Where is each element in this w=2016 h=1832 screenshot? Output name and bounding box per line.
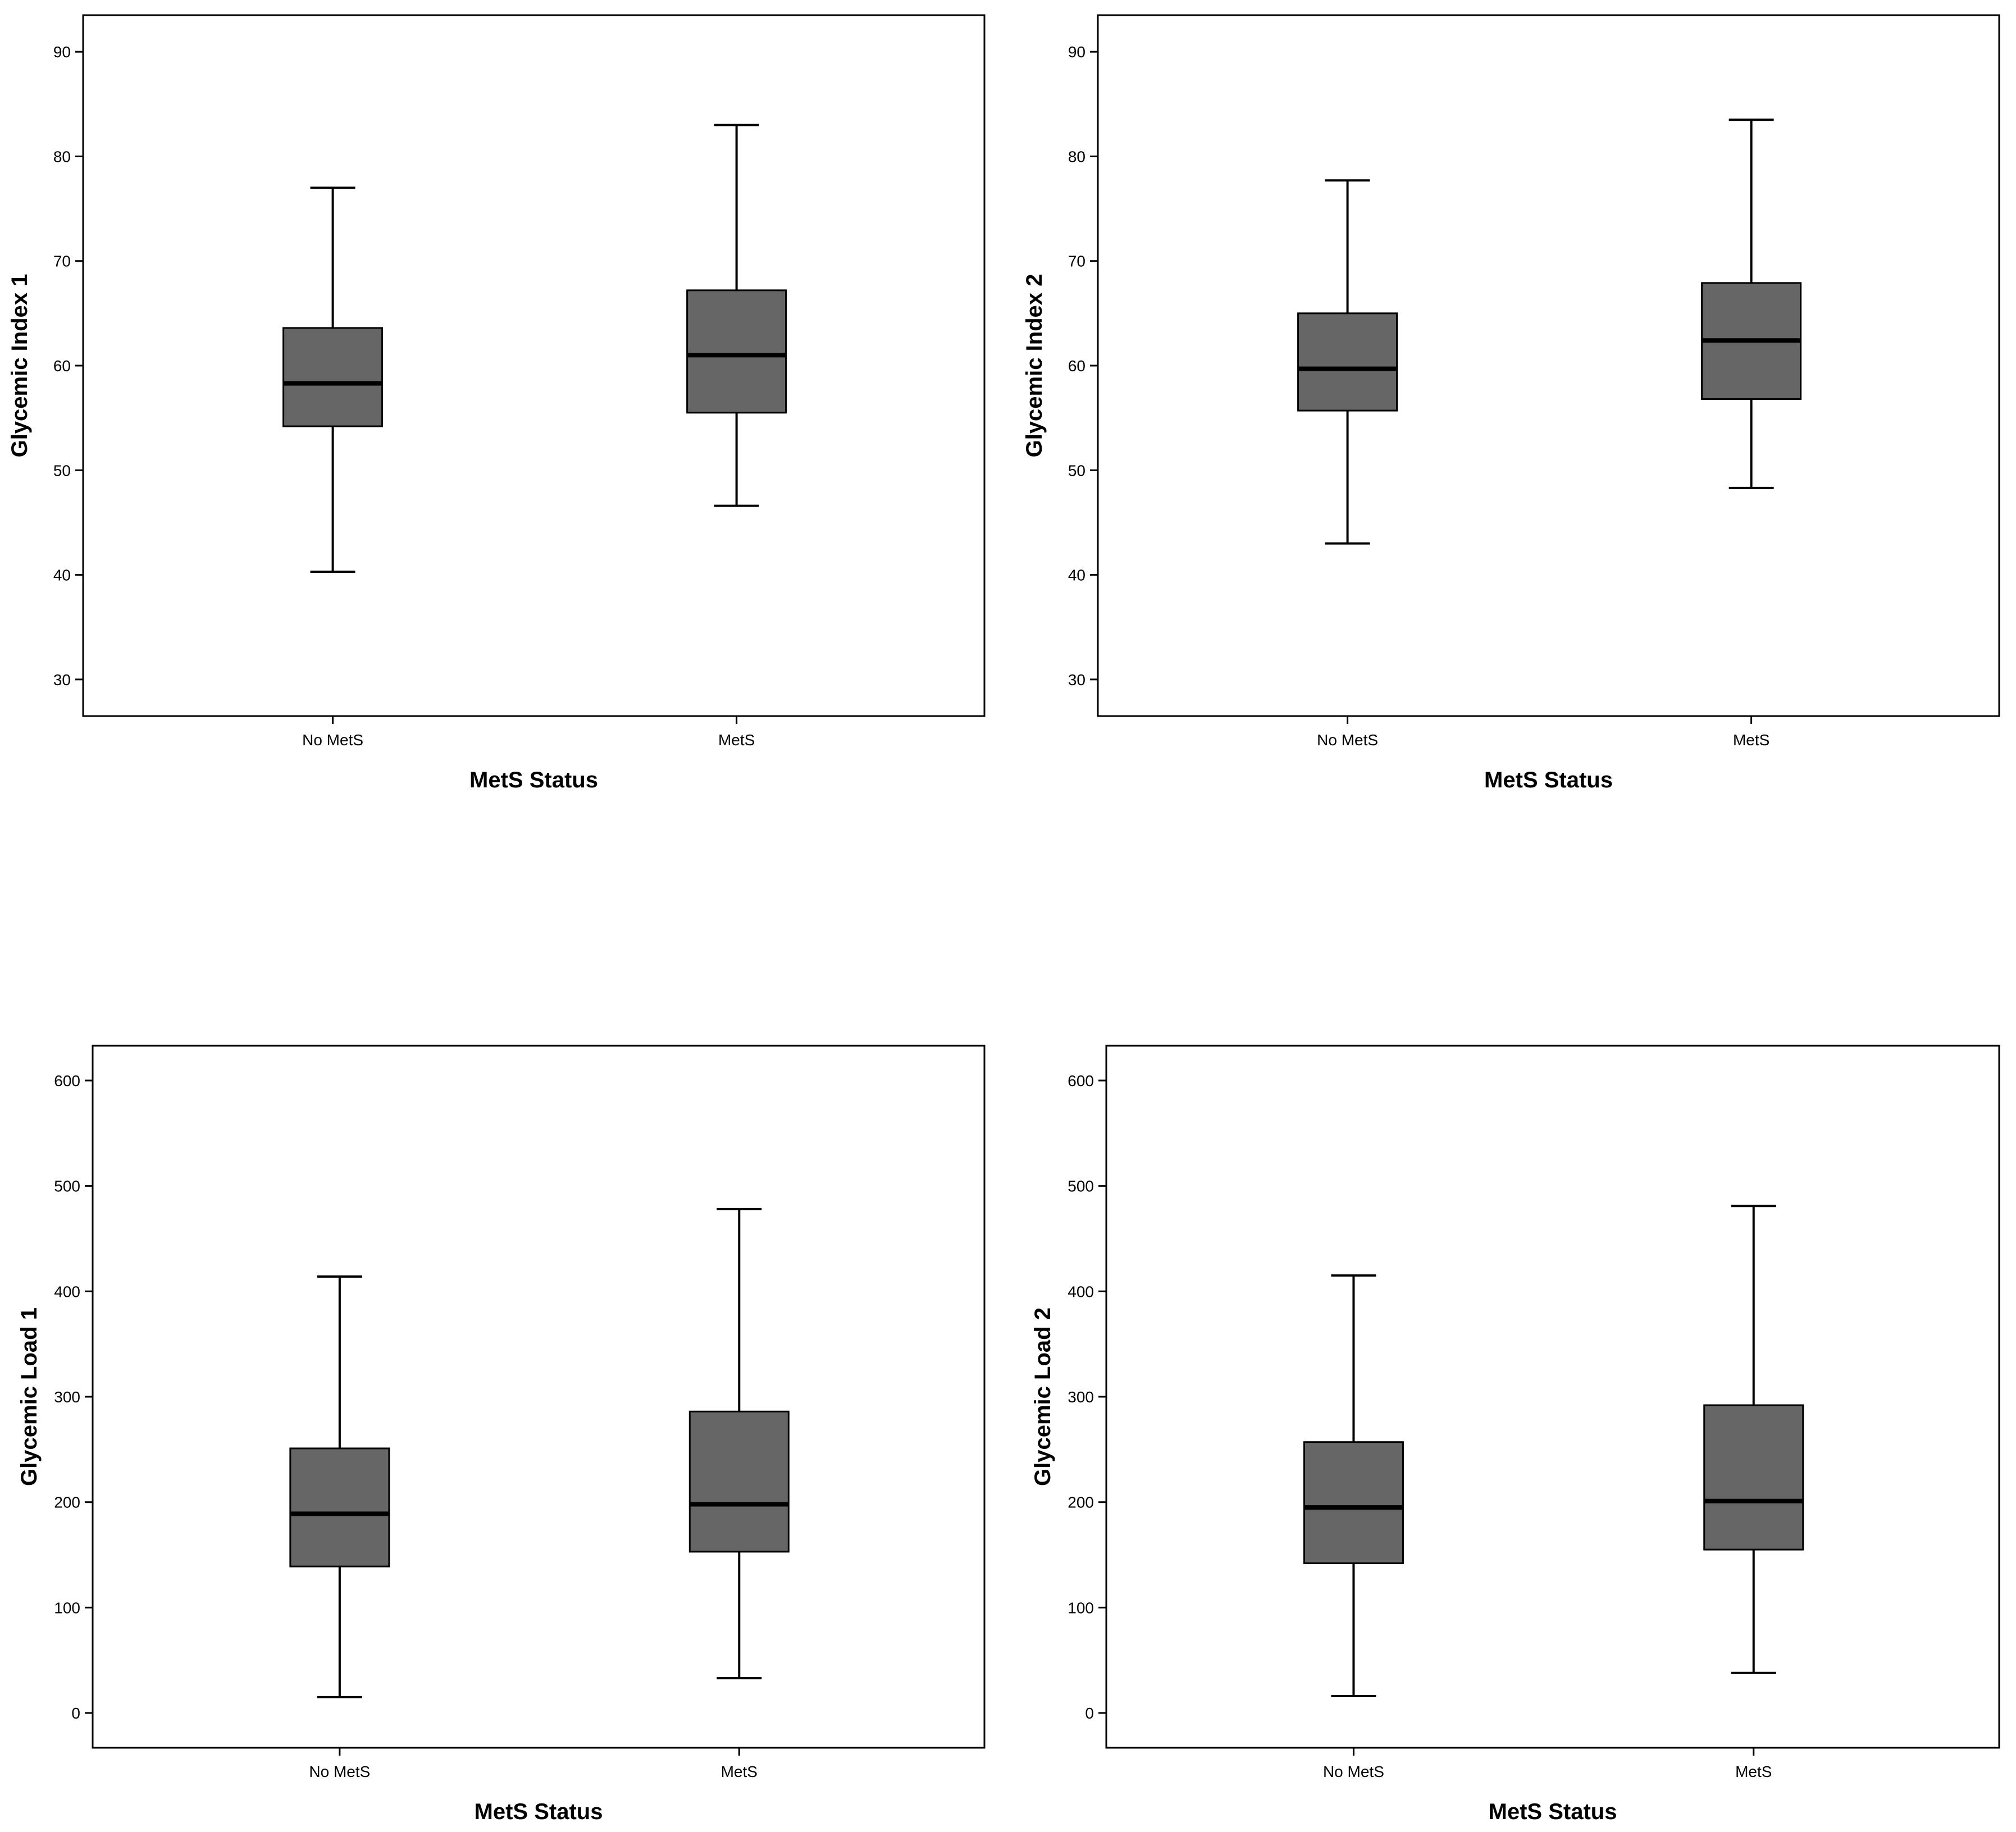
y-tick-label: 100 <box>1068 1599 1094 1616</box>
chart-panel-3: 0 100 200 300 400 500 600 No MetS MetS MetS Statu… <box>17 1045 986 1824</box>
iqr-box <box>686 289 787 414</box>
y-tick-label: 80 <box>1068 148 1085 165</box>
iqr-box <box>1703 1404 1804 1551</box>
y-tick-label: 0 <box>1085 1705 1094 1722</box>
y-axis-title: Glycemic Index 2 <box>1022 274 1047 458</box>
y-tick-label: 600 <box>54 1072 80 1090</box>
y-tick-label: 70 <box>53 253 71 270</box>
y-tick-label: 400 <box>54 1283 80 1300</box>
y-axis-title: Glycemic Load 1 <box>17 1307 42 1486</box>
y-tick-label: 60 <box>1068 357 1085 375</box>
y-tick-label: 200 <box>1068 1494 1094 1511</box>
x-axis-title: MetS Status <box>1484 768 1613 792</box>
iqr-box <box>1303 1441 1404 1565</box>
x-category-label: No MetS <box>1323 1763 1384 1780</box>
x-category-label: MetS <box>721 1763 758 1780</box>
y-tick-label: 50 <box>53 462 71 479</box>
y-tick-label: 0 <box>71 1705 80 1722</box>
y-tick-label: 500 <box>54 1178 80 1195</box>
y-tick-label: 90 <box>53 43 71 61</box>
y-tick-label: 50 <box>1068 462 1085 479</box>
chart-panel-2: 30 40 50 60 70 80 90 No MetS MetS MetS Status Glyc… <box>1022 14 2000 792</box>
y-tick-label: 100 <box>54 1599 80 1616</box>
x-category-label: MetS <box>718 731 755 749</box>
y-tick-label: 500 <box>1068 1178 1094 1195</box>
x-category-label: No MetS <box>302 731 363 749</box>
x-category-label: No MetS <box>1317 731 1378 749</box>
y-tick-label: 400 <box>1068 1283 1094 1300</box>
chart-panel-4: 0 100 200 300 400 500 600 No MetS MetS MetS Statu… <box>1030 1045 2000 1824</box>
x-category-label: MetS <box>1733 731 1769 749</box>
y-tick-label: 30 <box>53 671 71 689</box>
y-tick-label: 40 <box>53 567 71 584</box>
x-category-label: MetS <box>1735 1763 1772 1780</box>
iqr-box <box>289 1447 390 1567</box>
x-axis-title: MetS Status <box>1489 1799 1617 1824</box>
y-tick-label: 90 <box>1068 43 1085 61</box>
plot-frame <box>1097 14 2000 717</box>
plot-frame <box>92 1045 986 1749</box>
chart-panel-1: 30 40 50 60 70 80 90 No MetS MetS MetS Status Glyc… <box>7 14 986 792</box>
y-tick-label: 600 <box>1068 1072 1094 1090</box>
y-tick-label: 300 <box>1068 1388 1094 1406</box>
iqr-box <box>688 1410 790 1553</box>
y-tick-label: 70 <box>1068 253 1085 270</box>
y-tick-label: 300 <box>54 1388 80 1406</box>
y-tick-label: 40 <box>1068 567 1085 584</box>
plot-frame <box>82 14 986 717</box>
x-axis-title: MetS Status <box>469 768 598 792</box>
plot-frame <box>1105 1045 2000 1749</box>
y-tick-label: 30 <box>1068 671 1085 689</box>
x-category-label: No MetS <box>309 1763 370 1780</box>
iqr-box <box>1297 312 1398 412</box>
y-tick-label: 200 <box>54 1494 80 1511</box>
y-tick-label: 80 <box>53 148 71 165</box>
y-axis-title: Glycemic Index 1 <box>7 274 32 458</box>
iqr-box <box>282 327 384 427</box>
x-axis-title: MetS Status <box>475 1799 603 1824</box>
y-axis-title: Glycemic Load 2 <box>1030 1307 1055 1486</box>
y-tick-label: 60 <box>53 357 71 375</box>
